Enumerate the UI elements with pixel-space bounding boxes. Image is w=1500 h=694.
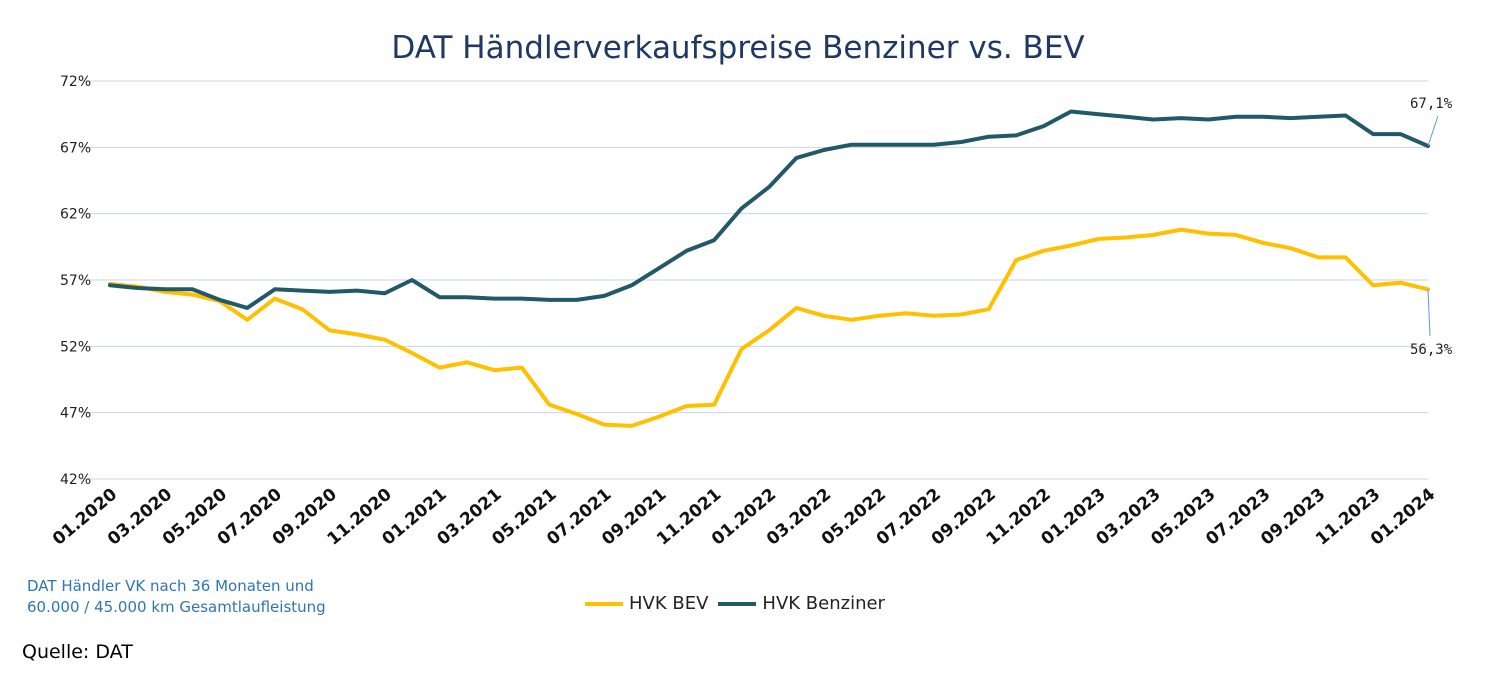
- series-line-bev: [108, 227, 1430, 428]
- y-tick-label: 57%: [60, 273, 91, 289]
- x-axis-ticks: 01.202003.202005.202007.202009.202011.20…: [49, 484, 1439, 549]
- legend-label-benziner: HVK Benziner: [762, 593, 885, 614]
- gridlines: [80, 80, 1428, 480]
- legend-item-benziner: HVK Benziner: [718, 593, 885, 614]
- chart-title: DAT Händlerverkaufspreise Benziner vs. B…: [391, 30, 1085, 66]
- legend-swatch-benziner: [718, 601, 757, 606]
- y-tick-label: 62%: [60, 207, 91, 223]
- y-tick-label: 42%: [60, 472, 91, 488]
- end-labels: 67,1% 56,3%: [1410, 96, 1453, 358]
- y-axis-ticks: 42% 47% 52% 57% 62% 67% 72%: [60, 74, 91, 488]
- end-label-leader-benziner: [1427, 115, 1439, 147]
- footnote-line-2: 60.000 / 45.000 km Gesamtlaufleistung: [27, 598, 326, 616]
- footnote-line-1: DAT Händler VK nach 36 Monaten und: [27, 577, 314, 595]
- y-tick-label: 72%: [60, 74, 91, 90]
- series-line-benziner: [108, 109, 1430, 310]
- footnote: DAT Händler VK nach 36 Monaten und 60.00…: [27, 576, 326, 618]
- y-tick-label: 47%: [60, 406, 91, 422]
- series-lines: [108, 109, 1430, 428]
- end-label-benziner: 67,1%: [1410, 96, 1453, 112]
- legend-item-bev: HVK BEV: [585, 593, 708, 614]
- y-tick-label: 67%: [60, 140, 91, 156]
- legend: HVK BEV HVK Benziner: [585, 593, 895, 614]
- source-label: Quelle: DAT: [22, 641, 133, 663]
- legend-swatch-bev: [585, 601, 623, 606]
- legend-label-bev: HVK BEV: [629, 593, 709, 614]
- end-label-bev: 56,3%: [1410, 342, 1453, 358]
- y-tick-label: 52%: [60, 339, 91, 355]
- end-label-leader-bev: [1427, 289, 1431, 337]
